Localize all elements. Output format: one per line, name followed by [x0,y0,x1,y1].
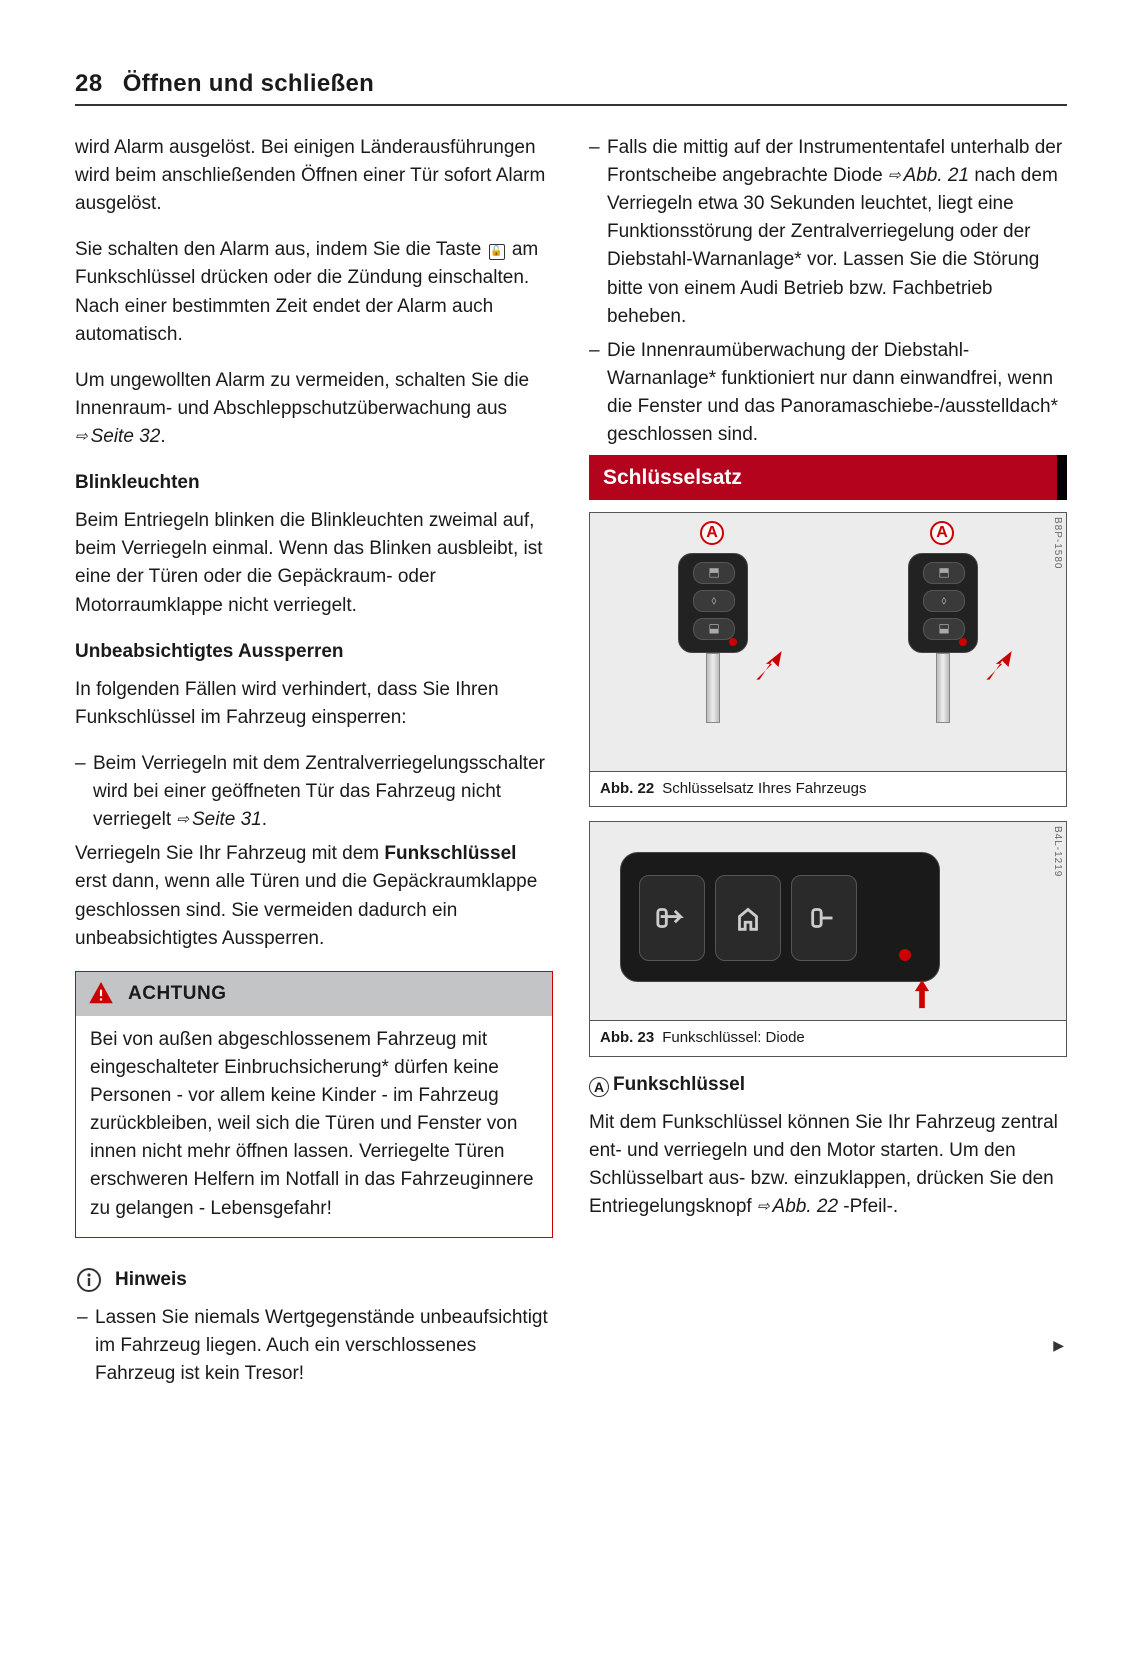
subhead-aussperren: Unbeabsichtigtes Aussperren [75,638,553,666]
hinweis-body: –Lassen Sie niemals Wertgegenstände unbe… [75,1304,553,1388]
list-item-zentralverriegelung: –Beim Verriegeln mit dem Zentralverriege… [75,750,553,834]
figure-22-frame: B8P-1580 A A ⬒ ⬨ ⬓ [589,512,1067,772]
subhead-blinkleuchten: Blinkleuchten [75,469,553,497]
text: Beim Verriegeln mit dem Zentralverriegel… [93,753,545,830]
para-alarm-off: Sie schalten den Alarm aus, indem Sie di… [75,236,553,348]
hinweis-item-innenraum: –Die Innenraumüberwachung der Diebstahl-… [589,337,1067,449]
marker-a-left: A [700,521,724,545]
keyfob-illustration-right: ⬒ ⬨ ⬓ [908,553,978,653]
figure-caption-text: Schlüsselsatz Ihres Fahrzeugs [662,778,866,800]
continuation-marker-icon: ▶ [1053,1337,1064,1354]
figure-23-code: B4L-1219 [1049,826,1064,877]
achtung-header: ACHTUNG [76,972,552,1016]
achtung-body: Bei von außen abgeschlossenem Fahrzeug m… [76,1016,552,1237]
left-column: wird Alarm ausgelöst. Bei einigen Länder… [75,134,553,1406]
text: Um ungewollten Alarm zu vermeiden, schal… [75,370,529,419]
figure-23-frame: B4L-1219 [589,821,1067,1021]
page-title: Öffnen und schließen [123,70,374,98]
hinweis-header: Hinweis [75,1260,553,1304]
bold-funkschluessel: Funkschlüssel [384,843,516,864]
figure-22-code: B8P-1580 [1049,517,1064,569]
warning-triangle-icon [88,981,114,1007]
subhead-funkschluessel: AFunkschlüssel [589,1071,1067,1099]
achtung-title: ACHTUNG [128,980,227,1008]
ref-abb-21: Abb. 21 [888,165,969,186]
para-funk-body: Mit dem Funkschlüssel können Sie Ihr Fah… [589,1109,1067,1221]
hinweis-item-diode: –Falls die mittig auf der Instrumententa… [589,134,1067,331]
text: nach dem Verriegeln etwa 30 Sekunden leu… [607,165,1058,327]
hinweis-block: Hinweis –Lassen Sie niemals Wertgegenstä… [75,1260,553,1388]
info-icon [77,1268,101,1292]
marker-a-right: A [930,521,954,545]
red-arrow-icon [905,977,939,1011]
marker-a-inline: A [589,1077,609,1097]
hinweis-item-1: –Lassen Sie niemals Wertgegenstände unbe… [77,1304,551,1388]
unlock-key-icon: 🔓 [489,244,505,260]
figure-23-caption: Abb. 23 Funkschlüssel: Diode [589,1021,1067,1056]
text: erst dann, wenn alle Türen und die Gepäc… [75,871,537,948]
para-avoid-alarm: Um ungewollten Alarm zu vermeiden, schal… [75,367,553,451]
section-schluesselsatz: Schlüsselsatz [589,455,1067,500]
ref-abb-22: Abb. 22 [757,1196,838,1217]
text: Sie schalten den Alarm aus, indem Sie di… [75,239,487,260]
red-arrow-icon [750,648,788,686]
text: Verriegeln Sie Ihr Fahrzeug mit dem [75,843,384,864]
figure-caption-text: Funkschlüssel: Diode [662,1027,805,1049]
para-prevent: In folgenden Fällen wird verhindert, das… [75,676,553,732]
ref-seite-31: Seite 31 [176,809,261,830]
figure-label: Abb. 22 [600,778,654,800]
para-intro: wird Alarm ausgelöst. Bei einigen Länder… [75,134,553,218]
right-column: –Falls die mittig auf der Instrumententa… [589,134,1067,1406]
page-number: 28 [75,70,103,98]
figure-22-caption: Abb. 22 Schlüsselsatz Ihres Fahrzeugs [589,772,1067,807]
red-arrow-icon [980,648,1018,686]
flipkey-illustration [620,852,940,982]
figure-23: B4L-1219 Abb. 23 Funkschlüssel: Diode [589,821,1067,1056]
figure-22: B8P-1580 A A ⬒ ⬨ ⬓ [589,512,1067,807]
para-funkschluessel: Verriegeln Sie Ihr Fahrzeug mit dem Funk… [75,840,553,952]
para-blink: Beim Entriegeln blinken die Blinkleuchte… [75,507,553,619]
text: Die Innenraumüberwachung der Diebstahl-W… [607,340,1058,445]
achtung-box: ACHTUNG Bei von außen abgeschlossenem Fa… [75,971,553,1238]
text: Funkschlüssel [613,1074,745,1095]
keyfob-illustration-left: ⬒ ⬨ ⬓ [678,553,748,653]
text: Lassen Sie niemals Wertgegenstände unbea… [95,1307,548,1384]
ref-seite-32: Seite 32 [75,426,160,447]
page-header: 28 Öffnen und schließen [75,70,1067,106]
text: -Pfeil-. [838,1196,898,1217]
hinweis-title: Hinweis [115,1266,187,1294]
figure-label: Abb. 23 [600,1027,654,1049]
